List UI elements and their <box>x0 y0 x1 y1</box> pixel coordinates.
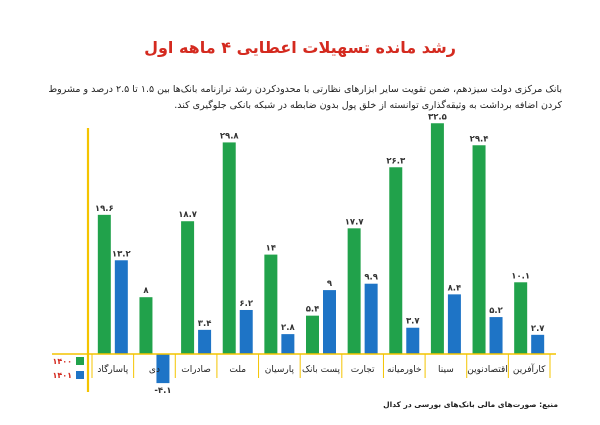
category-label-2: صادرات <box>181 365 211 375</box>
bar-s1400-4 <box>264 254 278 354</box>
category-label-10: کارآفرین <box>513 363 546 375</box>
bar-s1400-6 <box>347 228 361 354</box>
value-label-s1400-8: ۳۲.۵ <box>428 112 447 122</box>
category-label-6: تجارت <box>351 365 375 375</box>
category-label-5: پست بانک <box>302 365 341 375</box>
axes-group <box>52 128 556 392</box>
value-label-s1401-2: ۳.۴ <box>198 319 212 329</box>
bar-s1400-9 <box>472 145 486 354</box>
category-label-1: دی <box>149 365 160 375</box>
bar-s1400-3 <box>222 142 236 354</box>
value-label-s1400-4: ۱۴ <box>266 244 276 254</box>
bar-s1401-3 <box>239 309 253 354</box>
category-label-8: سینا <box>438 365 454 375</box>
bars-group <box>97 123 545 384</box>
category-labels-group: پاسارگاد دی صادرات ملت پارسیان پست بانک تجارت خ… <box>97 363 546 375</box>
value-label-s1400-6: ۱۷.۷ <box>345 217 365 227</box>
value-label-s1400-5: ۵.۴ <box>306 305 320 315</box>
value-labels-group: ۱۹.۶ ۱۳.۲ ۸ -۴.۱ ۱۸.۷ ۳.۴ ۲۹.۸ ۶.۲ ۱۴ ۲.۸ ۵.۴ ۹ ۱۷.۷… <box>95 112 545 396</box>
bar-s1400-8 <box>430 123 444 354</box>
bar-s1400-1 <box>139 297 153 354</box>
value-label-s1400-7: ۲۶.۳ <box>386 156 406 166</box>
bar-s1400-10 <box>514 282 528 354</box>
bar-s1401-10 <box>531 334 545 354</box>
value-label-s1401-3: ۶.۲ <box>239 299 253 309</box>
chart-description: بانک مرکزی دولت سیزدهم، ضمن تقویت سایر ا… <box>48 84 562 111</box>
value-label-s1401-7: ۳.۷ <box>406 317 420 327</box>
category-label-4: پارسیان <box>265 365 295 375</box>
legend-swatch-s1400 <box>76 357 84 365</box>
value-label-s1401-6: ۹.۹ <box>364 273 378 283</box>
bar-s1401-9 <box>489 317 503 354</box>
bar-s1401-2 <box>198 329 212 354</box>
legend-label-s1400: ۱۴۰۰ <box>52 357 72 366</box>
value-label-s1401-9: ۵.۲ <box>489 306 503 316</box>
bar-s1400-2 <box>181 221 195 354</box>
value-label-s1400-1: ۸ <box>143 286 149 296</box>
bar-s1401-6 <box>364 283 378 354</box>
value-label-s1400-9: ۲۹.۴ <box>470 134 489 144</box>
bar-s1401-1 <box>156 354 170 384</box>
legend-label-s1401: ۱۴۰۱ <box>52 371 72 380</box>
source-note: منبع: صورت‌های مالی بانک‌های بورسی در کد… <box>383 400 558 409</box>
bar-s1401-8 <box>447 294 461 354</box>
value-label-s1401-1: -۴.۱ <box>154 386 171 396</box>
legend: ۱۴۰۰ ۱۴۰۱ <box>52 357 84 380</box>
legend-swatch-s1401 <box>76 371 84 379</box>
category-label-3: ملت <box>229 365 246 375</box>
value-label-s1400-0: ۱۹.۶ <box>95 204 114 214</box>
bar-s1400-0 <box>97 214 111 354</box>
value-label-s1401-5: ۹ <box>327 279 333 289</box>
category-label-9: اقتصادنوین <box>467 365 508 375</box>
bar-s1401-7 <box>406 327 420 354</box>
chart-title: رشد مانده تسهیلات اعطایی ۴ ماهه اول <box>144 38 456 57</box>
bar-s1401-5 <box>323 290 336 354</box>
bar-s1400-7 <box>389 167 403 354</box>
bar-s1400-5 <box>306 315 319 354</box>
bar-s1401-0 <box>114 260 128 354</box>
value-label-s1401-4: ۲.۸ <box>281 323 295 333</box>
value-label-s1401-10: ۲.۷ <box>531 324 545 334</box>
bar-s1401-4 <box>281 334 295 354</box>
value-label-s1400-3: ۲۹.۸ <box>220 131 240 141</box>
value-label-s1400-10: ۱۰.۱ <box>511 271 530 281</box>
value-label-s1401-8: ۸.۴ <box>448 283 462 293</box>
value-label-s1401-0: ۱۳.۲ <box>112 249 132 259</box>
category-label-0: پاسارگاد <box>97 363 128 375</box>
category-label-7: خاورمیانه <box>387 365 422 375</box>
value-label-s1400-2: ۱۸.۷ <box>178 210 198 220</box>
